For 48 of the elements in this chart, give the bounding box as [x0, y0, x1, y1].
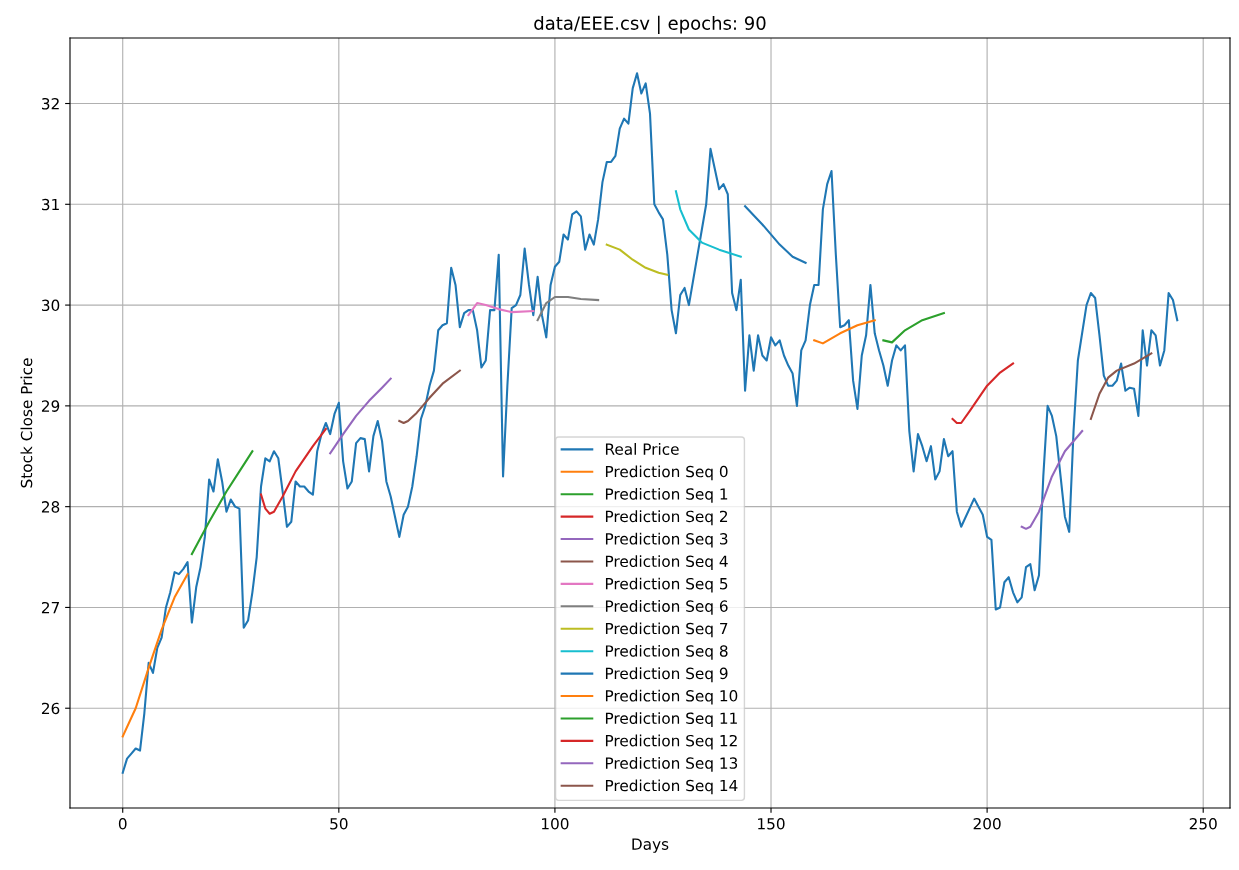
x-tick-label: 250 — [1189, 817, 1217, 830]
y-axis-title: Stock Close Price — [20, 358, 33, 488]
legend-label: Prediction Seq 5 — [605, 577, 728, 593]
y-tick-label: 31 — [42, 198, 59, 211]
y-tick-label: 29 — [41, 400, 60, 412]
line-series — [1020, 430, 1084, 530]
legend-label: Prediction Seq 10 — [605, 689, 738, 705]
chart-title: data/EEE.csv | epochs: 90 — [534, 15, 766, 34]
legend-label: Prediction Seq 8 — [605, 644, 728, 660]
legend-label: Prediction Seq 9 — [605, 667, 728, 683]
x-axis-title: Days — [632, 838, 669, 853]
legend-label: Prediction Seq 12 — [605, 734, 737, 750]
y-tick-label: 32 — [42, 97, 59, 110]
legend-label: Prediction Seq 7 — [605, 622, 728, 638]
x-tick-label: 100 — [542, 817, 569, 830]
line-series — [1089, 352, 1153, 421]
line-series — [467, 302, 535, 317]
line-series — [951, 362, 1015, 425]
legend-label: Prediction Seq 14 — [605, 779, 738, 795]
legend-label: Prediction Seq 2 — [605, 510, 728, 526]
legend-label: Prediction Seq 1 — [605, 487, 728, 503]
legend-label: Prediction Seq 0 — [605, 465, 728, 481]
line-series — [121, 573, 189, 738]
y-tick-label: 26 — [41, 702, 60, 715]
line-series — [259, 428, 327, 515]
y-tick-label: 30 — [42, 299, 60, 312]
line-series — [882, 312, 945, 344]
line-series — [398, 369, 461, 425]
line-series — [121, 72, 1179, 774]
x-tick-label: 200 — [973, 817, 1001, 830]
line-series — [536, 295, 600, 322]
x-tick-label: 0 — [118, 817, 127, 830]
x-tick-label: 50 — [330, 817, 348, 830]
y-tick-label: 28 — [41, 501, 60, 513]
legend-label: Prediction Seq 13 — [605, 757, 738, 772]
y-tick-label: 27 — [41, 601, 59, 614]
line-series — [605, 243, 669, 276]
legend-label: Prediction Seq 4 — [605, 555, 728, 570]
x-tick-label: 150 — [758, 817, 785, 830]
legend-label: Prediction Seq 11 — [605, 712, 737, 727]
line-series — [744, 205, 807, 264]
line-series — [813, 319, 876, 345]
legend-label: Prediction Seq 6 — [605, 600, 728, 615]
line-series — [329, 377, 392, 455]
legend-label: Real Price — [605, 443, 679, 455]
line-series — [674, 190, 742, 258]
legend-label: Prediction Seq 3 — [605, 532, 728, 548]
line-series — [190, 450, 254, 556]
